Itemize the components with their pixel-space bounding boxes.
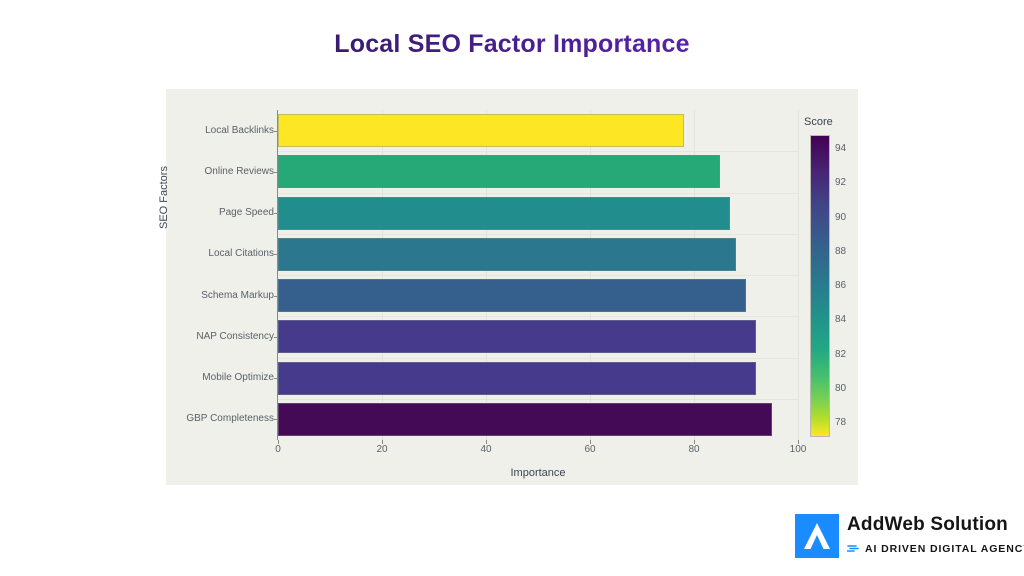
y-axis-tick-mark [274, 336, 278, 338]
y-axis-tick-mark [274, 130, 278, 132]
bar[interactable] [278, 402, 772, 436]
vertical-gridline [382, 110, 383, 440]
y-axis-tick-label: GBP Completeness [186, 413, 274, 425]
colorbar-tick-label: 82 [835, 348, 847, 360]
horizontal-gridline [278, 151, 798, 153]
y-axis-tick-label: Schema Markup [201, 289, 274, 301]
vertical-gridline [798, 110, 799, 440]
colorbar: 94 92 90 88 86 84 82 80 78 [810, 135, 846, 437]
bar[interactable] [278, 114, 684, 148]
bar[interactable] [278, 279, 746, 313]
y-axis-tick-label: Page Speed [218, 207, 274, 219]
y-axis-spine [277, 110, 278, 440]
x-axis-tick-mark [486, 440, 487, 444]
y-axis-tick-mark [274, 171, 278, 173]
x-axis-tick-mark [278, 440, 279, 444]
page-title: Local SEO Factor Importance [0, 30, 1024, 59]
y-axis-tick-mark [274, 254, 278, 256]
x-axis-tick-mark [382, 440, 383, 444]
colorbar-tick-label: 78 [835, 417, 847, 428]
colorbar-gradient [810, 135, 830, 437]
x-axis-tick-labels: 0 20 40 60 80 100 [275, 440, 806, 460]
colorbar-title: Score [804, 116, 833, 128]
addweb-logo-icon [795, 514, 839, 558]
logo-brand-name: AddWeb Solution [847, 514, 1008, 535]
vertical-gridline [486, 110, 487, 440]
logo-tagline-row: AI DRIVEN DIGITAL AGENCY [846, 540, 1024, 558]
x-axis-tick-label: 100 [789, 444, 807, 455]
y-axis-tick-mark [274, 378, 278, 380]
x-axis-tick-label: 40 [480, 444, 492, 455]
y-axis-tick-labels: Local Backlinks Online Reviews Page Speed L… [166, 110, 278, 440]
brand-logo: AddWeb Solution AI DRIVEN DIGITAL AGENCY [795, 512, 1024, 560]
bar[interactable] [278, 320, 757, 354]
horizontal-gridline [278, 316, 798, 318]
y-axis-tick-label: Online Reviews [204, 165, 274, 177]
bar[interactable] [278, 361, 757, 395]
y-axis-tick-label: Local Citations [208, 248, 274, 260]
colorbar-tick-label: 84 [835, 314, 847, 326]
bar-row [278, 402, 798, 436]
colorbar-tick-label: 92 [835, 177, 847, 189]
chart-panel: SEO Factors Local Backlinks Online Review… [158, 89, 858, 485]
bar-row [278, 361, 798, 395]
colorbar-tick-label: 80 [835, 382, 847, 394]
bar-row [278, 237, 798, 271]
horizontal-gridline [278, 233, 798, 235]
colorbar-tick-label: 90 [835, 211, 847, 223]
bar-row [278, 196, 798, 230]
vertical-gridline [694, 110, 695, 440]
vertical-gridline [590, 110, 591, 440]
bar[interactable] [278, 155, 720, 189]
x-axis-tick-mark [590, 440, 591, 444]
horizontal-gridline [278, 398, 798, 400]
swoosh-left-icon [846, 540, 860, 558]
bar[interactable] [278, 237, 736, 271]
y-axis-tick-label: Mobile Optimize [202, 372, 274, 384]
horizontal-gridline [278, 357, 798, 359]
x-axis-tick-label: 20 [376, 444, 388, 455]
colorbar-tick-label: 86 [835, 280, 847, 291]
colorbar-tick-label: 88 [835, 245, 847, 257]
y-axis-tick-mark [274, 419, 278, 421]
bar[interactable] [278, 196, 731, 230]
horizontal-gridline [278, 192, 798, 194]
bar-row [278, 155, 798, 189]
x-axis-tick-mark [798, 440, 799, 444]
x-axis-label: Importance [510, 467, 566, 479]
plot-area [278, 110, 799, 440]
x-axis-tick-label: 0 [275, 444, 281, 455]
horizontal-gridline [278, 275, 798, 276]
y-axis-tick-label: NAP Consistency [196, 330, 274, 342]
bar-row [278, 279, 798, 313]
bar-row [278, 114, 798, 148]
y-axis-tick-mark [274, 213, 278, 215]
x-axis-tick-mark [694, 440, 695, 444]
y-axis-tick-label: Local Backlinks [205, 124, 274, 136]
x-axis-tick-label: 60 [584, 444, 596, 455]
colorbar-tick-label: 94 [835, 143, 847, 154]
x-axis-tick-label: 80 [688, 444, 700, 455]
logo-tagline: AI DRIVEN DIGITAL AGENCY [865, 543, 1024, 555]
bar-row [278, 320, 798, 354]
y-axis-tick-mark [274, 295, 278, 297]
